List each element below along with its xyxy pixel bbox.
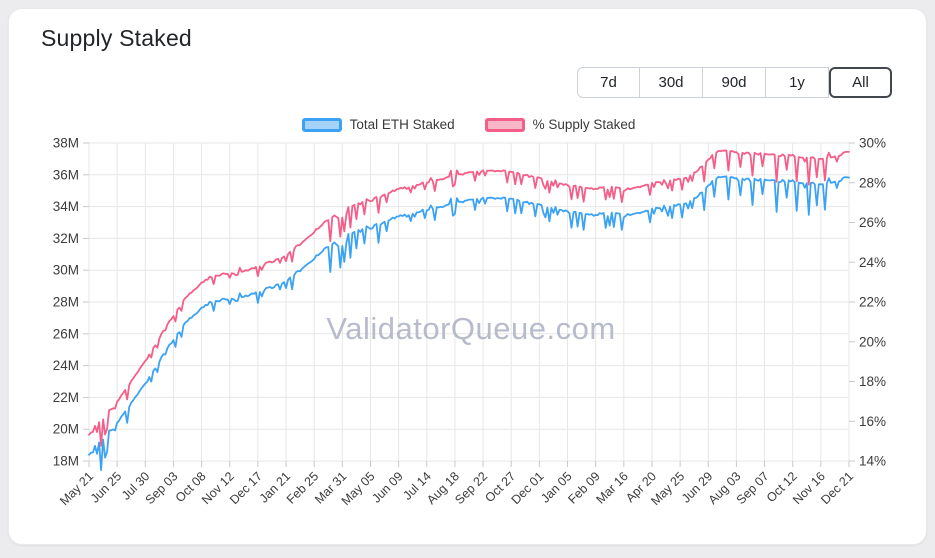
y-right-tick-label: 30% xyxy=(859,136,886,151)
legend-item-supply-staked-pct[interactable]: % Supply Staked xyxy=(484,117,636,132)
range-button-90d[interactable]: 90d xyxy=(703,67,766,98)
legend-item-total-eth-staked[interactable]: Total ETH Staked xyxy=(301,117,455,132)
supply-staked-chart: ValidatorQueue.com 18M 20M 22M 24M 26M 28M 30M… xyxy=(9,126,928,542)
chart-legend: Total ETH Staked % Supply Staked xyxy=(9,117,928,132)
supply-staked-pct-line xyxy=(88,149,850,447)
legend-label-total-eth-staked: Total ETH Staked xyxy=(349,117,455,132)
y-right-tick-label: 26% xyxy=(859,215,886,230)
chart-plot-area[interactable] xyxy=(89,143,849,461)
watermark: ValidatorQueue.com xyxy=(326,311,615,346)
y-left-tick-label: 18M xyxy=(53,454,79,469)
range-button-all[interactable]: All xyxy=(829,67,892,98)
axis-tick-marks xyxy=(83,142,855,467)
x-axis-label: Dec 21 xyxy=(818,469,856,507)
x-axis-label: Jun 09 xyxy=(369,469,405,505)
y-left-tick-label: 24M xyxy=(53,358,79,373)
y-left-tick-label: 26M xyxy=(53,326,79,341)
range-button-30d[interactable]: 30d xyxy=(640,67,703,98)
y-left-tick-label: 36M xyxy=(53,167,79,182)
y-left-tick-label: 32M xyxy=(53,231,79,246)
total-eth-staked-line xyxy=(88,175,850,471)
x-axis-label: Sep 03 xyxy=(143,469,181,507)
y-right-tick-label: 16% xyxy=(859,414,886,429)
y-axis-right-labels: 14% 16% 18% 20% 22% 24% 26% 28% 30% xyxy=(859,136,886,469)
x-axis-label: Dec 17 xyxy=(227,469,265,507)
y-right-tick-label: 20% xyxy=(859,334,886,349)
time-range-group: 7d 30d 90d 1y All xyxy=(577,67,892,98)
y-left-tick-label: 22M xyxy=(53,390,79,405)
y-left-tick-label: 30M xyxy=(53,263,79,278)
legend-swatch-supply-staked-pct xyxy=(484,117,525,132)
y-right-tick-label: 22% xyxy=(859,295,886,310)
y-left-tick-label: 20M xyxy=(53,422,79,437)
x-axis-label: Sep 07 xyxy=(734,469,772,507)
y-right-tick-label: 24% xyxy=(859,255,886,270)
y-right-tick-label: 18% xyxy=(859,374,886,389)
y-left-tick-label: 34M xyxy=(53,199,79,214)
y-right-tick-label: 28% xyxy=(859,175,886,190)
page-title: Supply Staked xyxy=(41,25,192,51)
legend-label-supply-staked-pct: % Supply Staked xyxy=(532,117,636,132)
range-button-7d[interactable]: 7d xyxy=(577,67,640,98)
supply-staked-card: Supply Staked 7d 30d 90d 1y All Total ET… xyxy=(8,8,927,545)
y-right-tick-label: 14% xyxy=(859,454,886,469)
y-axis-left-labels: 18M 20M 22M 24M 26M 28M 30M 32M 34M 36M 38M xyxy=(53,136,79,469)
range-button-1y[interactable]: 1y xyxy=(766,67,829,98)
x-axis-label: May 21 xyxy=(57,469,96,508)
chart-gridlines xyxy=(88,142,850,462)
x-axis-label: Sep 22 xyxy=(452,469,490,507)
x-axis-label: Jun 25 xyxy=(88,469,124,505)
y-left-tick-label: 28M xyxy=(53,295,79,310)
y-left-tick-label: 38M xyxy=(53,136,79,151)
x-axis-label: Dec 01 xyxy=(509,469,547,507)
x-axis-label: Mar 16 xyxy=(594,469,631,506)
legend-swatch-total-eth-staked xyxy=(301,117,342,132)
